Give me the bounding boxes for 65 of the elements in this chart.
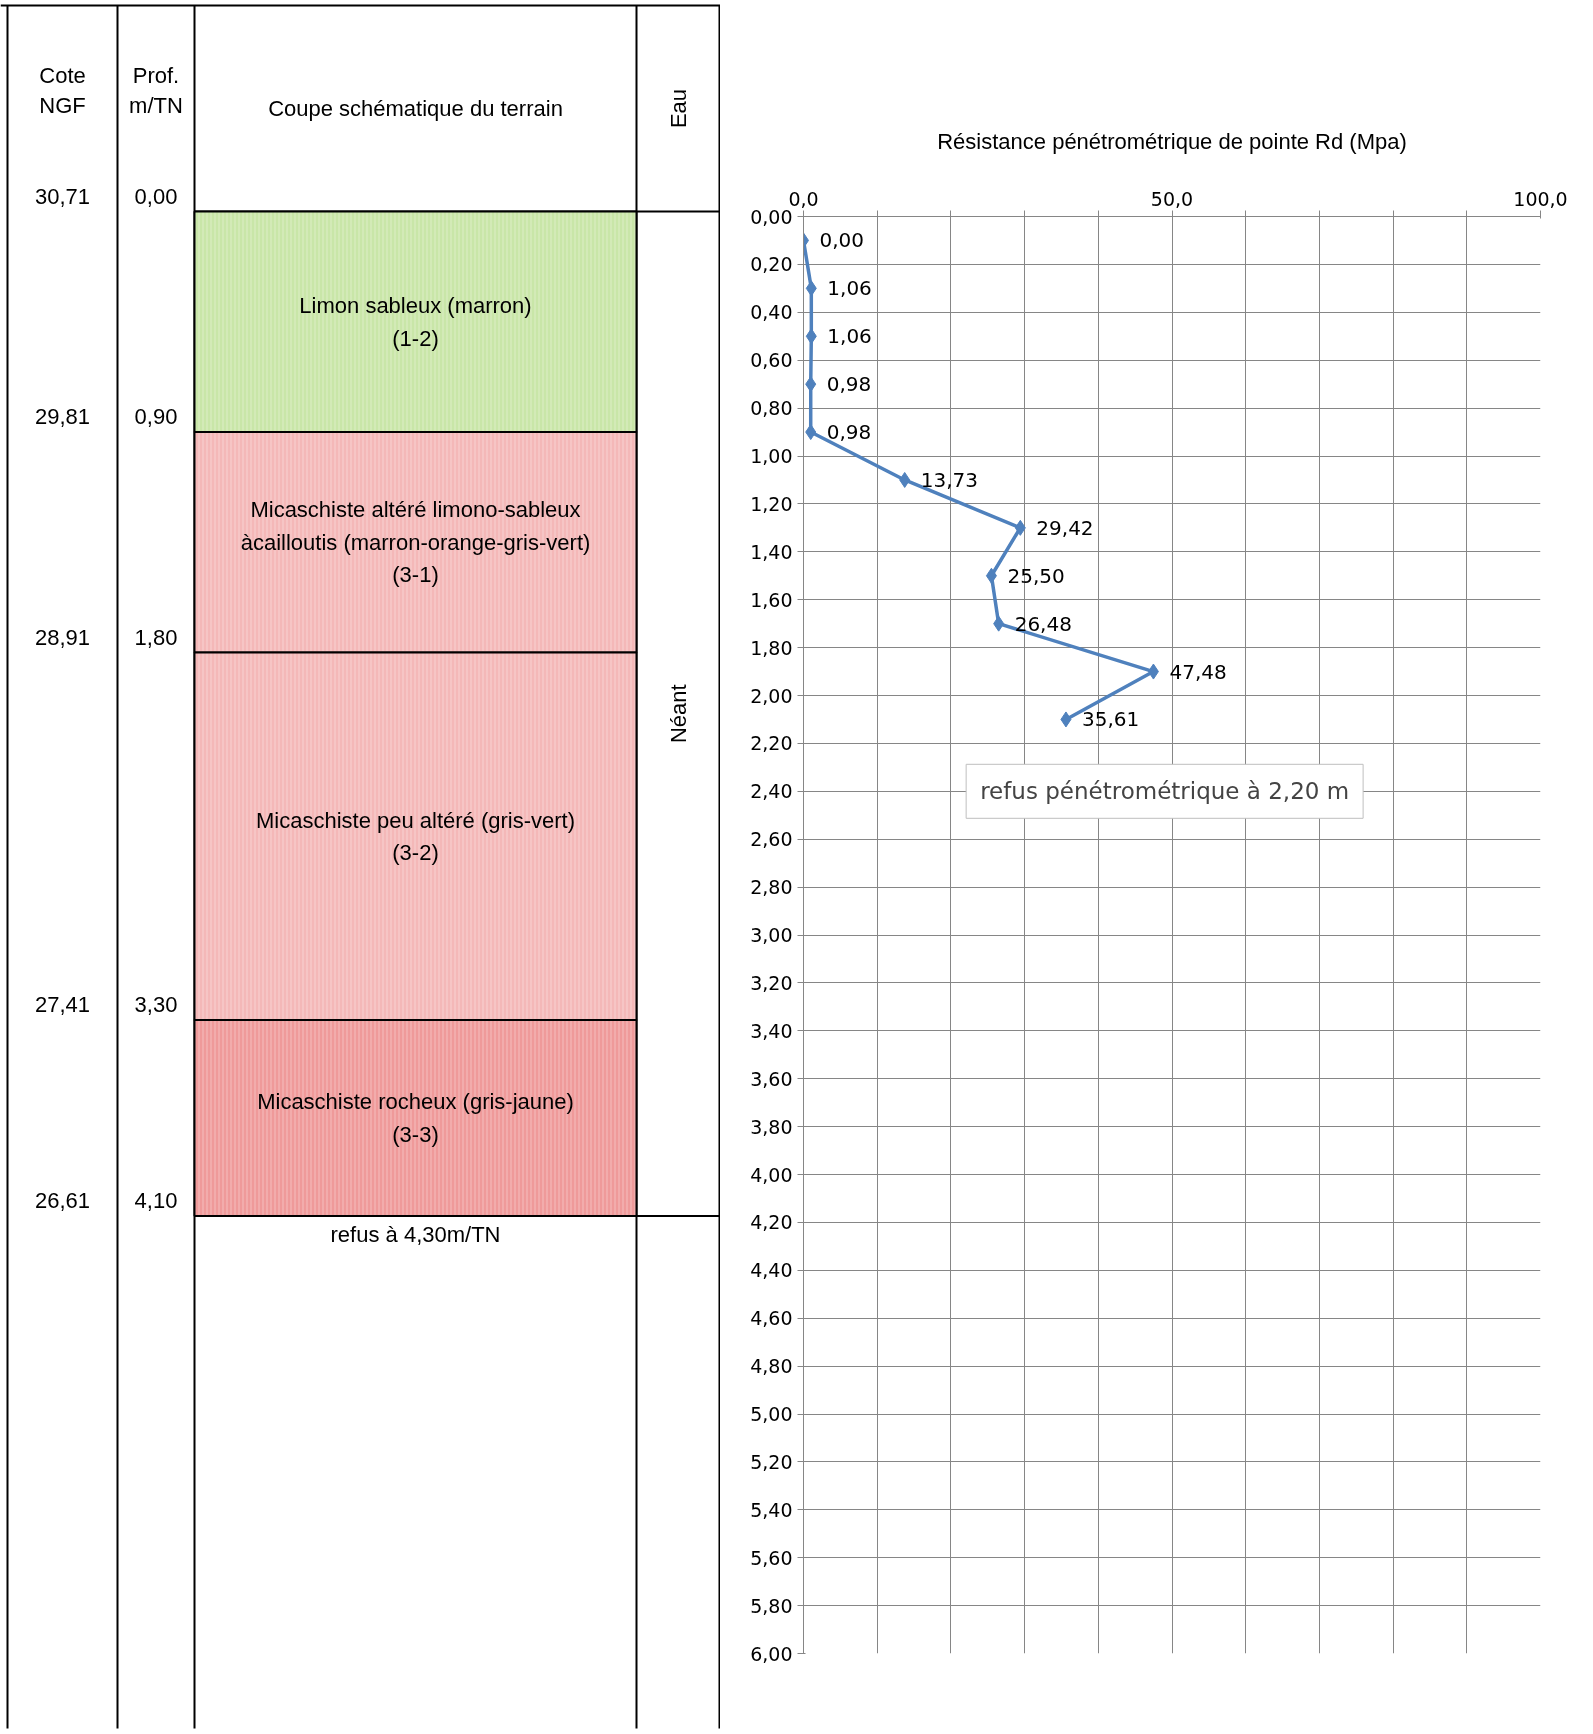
data-label: 13,73 [920, 467, 978, 492]
y-tick-label: 0,40 [750, 301, 793, 324]
data-label: 35,61 [1081, 707, 1140, 732]
y-tick-label: 3,60 [750, 1067, 793, 1090]
y-tick-label: 2,40 [750, 780, 793, 803]
text: Coupe schématique du terrain [268, 96, 563, 121]
y-tick-label: 1,60 [750, 588, 793, 611]
y-tick-label: 5,40 [750, 1498, 793, 1521]
data-label: 26,48 [1014, 611, 1072, 636]
data-label: 1,06 [827, 324, 872, 349]
text: 28,91 [34, 624, 91, 650]
text: 27,41 [34, 992, 91, 1017]
y-tick-label: 1,00 [750, 445, 793, 467]
data-label: 0,00 [819, 228, 865, 253]
data-label: 0,98 [826, 420, 872, 445]
chart-title: Résistance pénétrométrique de pointe Rd (Mpa) [937, 128, 1407, 154]
category-label: Micaschiste rocheux (gris-jaune) (3-3) [257, 1089, 574, 1147]
y-tick-label: 3,00 [750, 924, 793, 946]
y-tick-label: 5,60 [750, 1546, 793, 1569]
text: Eau [665, 88, 691, 129]
y-tick-label: 0,20 [750, 253, 793, 276]
y-tick-label: 4,80 [750, 1355, 793, 1378]
y-tick-label: 5,00 [750, 1403, 793, 1425]
y-tick-label: 2,80 [750, 876, 793, 899]
y-tick-label: 0,60 [750, 349, 793, 372]
text: 29,81 [34, 404, 91, 429]
y-tick-label: 4,00 [750, 1163, 793, 1186]
text: 3,30 [134, 992, 178, 1017]
data-label: 47,48 [1169, 659, 1227, 684]
text: 26,61 [34, 1188, 91, 1213]
y-tick-label: 2,20 [750, 732, 793, 755]
data-label: 25,50 [1007, 563, 1065, 588]
y-tick-label: 2,00 [750, 684, 793, 707]
x-tick-label: 50,0 [1150, 187, 1194, 210]
text: 4,10 [134, 1188, 178, 1213]
category-label: Micaschiste altéré limono-sableux àcailloutis (marron-orange-gris-vert) (3-1) [240, 497, 591, 588]
text: refus à 4,30m/TN [330, 1222, 501, 1247]
x-tick-label: 100,0 [1513, 187, 1568, 210]
annotation: refus pénétrométrique à 2,20 m [980, 778, 1350, 805]
y-tick-label: 4,20 [750, 1211, 793, 1234]
category-label: Micaschiste peu altéré (gris-vert) (3-2) [255, 807, 576, 865]
y-tick-label: 3,20 [750, 971, 793, 994]
y-tick-label: 5,20 [750, 1450, 793, 1473]
text: Néant [665, 684, 691, 744]
y-tick-label: 4,60 [750, 1307, 793, 1330]
category-label: Limon sableux (marron) (1-2) [299, 293, 532, 351]
data-label: 1,06 [827, 276, 872, 301]
y-tick-label: 2,60 [750, 828, 793, 851]
text: 1,80 [134, 624, 178, 650]
y-tick-label: 3,80 [750, 1115, 793, 1138]
y-tick-label: 1,80 [750, 636, 793, 659]
data-label: 0,98 [826, 372, 872, 397]
text: 0,00 [134, 183, 178, 209]
text: 0,90 [134, 404, 178, 429]
text: Cote NGF [39, 63, 86, 118]
y-tick-label: 1,20 [750, 492, 793, 515]
text: Prof. m/TN [129, 63, 183, 118]
y-tick-label: 5,80 [750, 1594, 793, 1617]
y-tick-label: 1,40 [750, 540, 793, 563]
text: 30,71 [34, 183, 91, 209]
y-tick-label: 6,00 [750, 1642, 793, 1665]
y-tick-label: 4,40 [750, 1259, 793, 1282]
data-label: 29,42 [1036, 515, 1094, 540]
y-tick-label: 3,40 [750, 1019, 793, 1042]
y-tick-label: 0,80 [750, 397, 793, 420]
